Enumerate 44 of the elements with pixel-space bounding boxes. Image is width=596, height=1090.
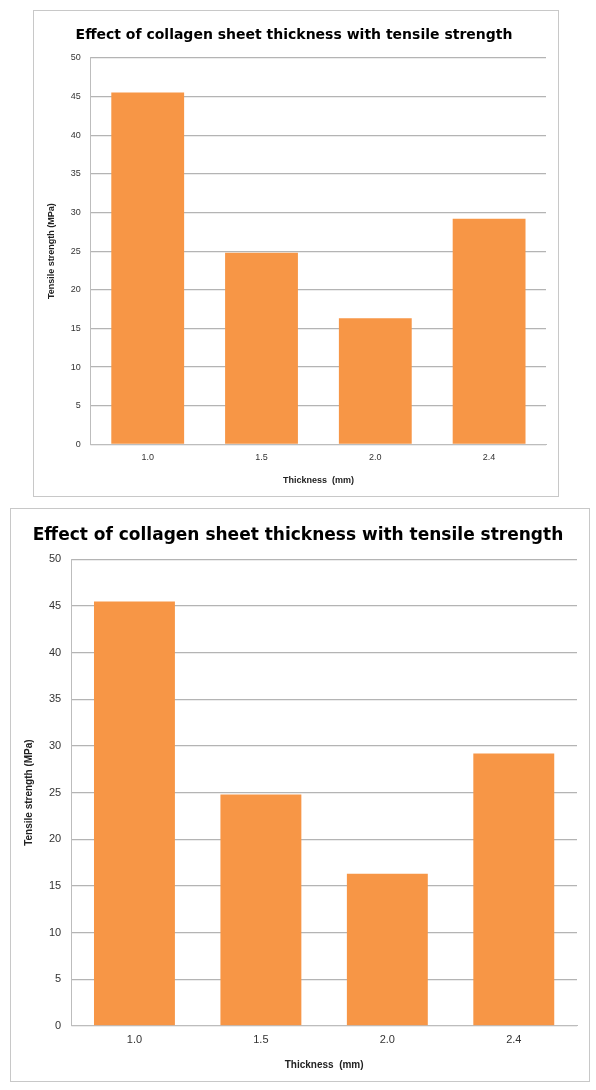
y-tick-label: 50 <box>70 52 81 63</box>
y-tick-label: 5 <box>75 400 81 411</box>
bar <box>220 794 302 1026</box>
y-tick-label: 0 <box>75 438 81 449</box>
x-tick-label: 2.0 <box>379 1033 395 1046</box>
y-tick-label: 15 <box>70 322 81 333</box>
y-tick-label: 20 <box>48 832 62 845</box>
x-tick-label: 2.0 <box>369 452 382 463</box>
x-axis-title: Thickness (mm) <box>284 1058 364 1070</box>
x-tick-label: 1.0 <box>126 1033 143 1046</box>
y-tick-label: 50 <box>48 552 62 565</box>
y-tick-label: 25 <box>70 245 81 256</box>
y-tick-label: 30 <box>70 206 81 217</box>
bar <box>94 601 175 1026</box>
y-tick-label: 45 <box>48 599 62 612</box>
y-tick-label: 40 <box>70 129 81 140</box>
x-tick-label: 1.0 <box>141 452 154 463</box>
y-tick-label: 30 <box>48 738 62 751</box>
bar <box>338 318 412 444</box>
bar <box>111 92 185 444</box>
y-tick-label: 10 <box>48 925 62 938</box>
x-tick-label: 1.5 <box>255 452 268 463</box>
y-tick-label: 5 <box>55 972 62 985</box>
y-axis-title: Tensile strength (MPa) <box>22 739 34 846</box>
x-tick-label: 1.5 <box>253 1033 269 1046</box>
chart-title: Effect of collagen sheet thickness with tensile strength <box>32 523 564 544</box>
y-tick-label: 15 <box>48 878 62 891</box>
x-axis-title: Thickness (mm) <box>282 475 354 486</box>
y-tick-label: 35 <box>70 168 81 179</box>
chart-title: Effect of collagen sheet thickness with tensile strength <box>75 26 513 43</box>
bar <box>225 252 298 444</box>
y-tick-label: 0 <box>55 1018 62 1031</box>
y-tick-label: 35 <box>48 692 62 705</box>
bar <box>346 873 428 1026</box>
bar <box>473 753 555 1026</box>
y-tick-label: 10 <box>70 361 81 372</box>
x-tick-label: 2.4 <box>482 452 496 463</box>
y-tick-label: 25 <box>48 785 62 798</box>
y-tick-label: 45 <box>70 90 81 101</box>
x-tick-label: 2.4 <box>506 1033 522 1046</box>
y-tick-label: 20 <box>70 284 81 295</box>
y-tick-label: 40 <box>48 645 62 658</box>
y-axis-title: Tensile strength (MPa) <box>45 203 56 300</box>
bar <box>452 218 526 444</box>
